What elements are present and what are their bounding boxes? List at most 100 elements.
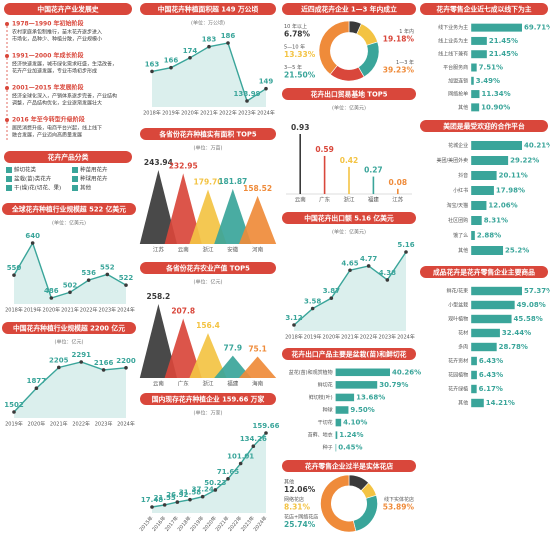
bar (471, 186, 494, 195)
x-tick-label: 2019年 (304, 334, 322, 341)
area (14, 243, 126, 304)
value-label: 6.17% (479, 385, 503, 393)
period: 2016 年至今转型升级阶段 (12, 116, 85, 124)
legend-label: 线下实体花店 (384, 496, 414, 503)
y-tick-label: 花材 (458, 330, 468, 337)
value-label: 8.31% (284, 503, 311, 512)
x-tick-label: 2018年 (285, 334, 303, 341)
timeline-dot (5, 22, 9, 26)
bar (471, 141, 522, 150)
x-tick-label: 2021年 (50, 421, 68, 428)
chart-title: 花卉零售企业近七成以线下为主 (436, 5, 531, 14)
x-tick-label: 安徽 (227, 246, 239, 254)
area (152, 43, 266, 107)
y-tick-label: 鲜花/花束 (447, 288, 469, 295)
value-label: 25.2% (505, 247, 529, 255)
category-label: 种苗用花卉 (80, 166, 108, 174)
title-banner (282, 460, 416, 472)
value-label: 502 (63, 281, 78, 289)
bar (471, 156, 509, 165)
value-label: 8.31% (484, 217, 508, 225)
title-banner (420, 3, 548, 15)
value-label: 2166 (94, 359, 114, 367)
bar (471, 201, 487, 210)
point (101, 368, 106, 372)
bar (335, 393, 355, 402)
chart-title: 中国花卉产业发展史 (37, 5, 98, 14)
point (79, 360, 83, 364)
title-banner (282, 212, 416, 224)
point (169, 65, 173, 70)
value-label: 550 (7, 264, 22, 272)
chart-title: 中国花卉出口额 5.16 亿美元 (304, 214, 394, 223)
point (238, 461, 243, 466)
value-label: 552 (100, 263, 115, 271)
title-banner (4, 3, 132, 15)
value-label: 5.16 (397, 241, 414, 249)
value-label: 17.48 (141, 496, 163, 504)
spike (189, 189, 227, 244)
y-tick-label: 社区团购 (448, 217, 468, 224)
slice (318, 20, 350, 75)
x-tick-label: 2021年 (341, 334, 359, 341)
value-label: 149 (259, 78, 274, 86)
category-label: 干(燥)花(切花、果) (14, 184, 61, 192)
x-tick-label: 2024年 (257, 110, 275, 117)
x-tick-label: 2021年 (61, 307, 79, 314)
category-box (6, 167, 12, 173)
title-banner (140, 128, 276, 140)
period-text: 花卉产业加速发展，专业市场初步形成 (12, 68, 97, 75)
x-tick-label: 2022年 (360, 334, 378, 341)
bar (471, 76, 474, 85)
y-tick-label: 鲜切枝(叶) (309, 394, 333, 401)
value-label: 13.68% (356, 393, 385, 401)
value-label: 166 (164, 57, 179, 65)
y-tick-label: 网络抢单 (448, 91, 468, 98)
value-label: 45.58% (514, 315, 543, 323)
value-label: 486 (44, 287, 59, 295)
chart-title: 各省份花卉种植实有面积 TOP5 (158, 130, 257, 139)
value-label: 2200 (116, 357, 136, 365)
y-tick-label: 苔藓、地衣 (308, 432, 333, 439)
value-label: 156.4 (196, 321, 220, 330)
area (152, 433, 266, 513)
timeline-dot (5, 54, 9, 58)
x-tick-label: 2024年 (117, 421, 135, 428)
x-tick-label: 广东 (178, 380, 190, 388)
period-text: 市场化，品种少、种植分散，产业规模小 (12, 36, 102, 43)
value-label: 40.21% (524, 142, 550, 150)
period: 1991—2000 年成长阶段 (12, 52, 84, 60)
y-tick-label: 花卉资材 (448, 358, 468, 365)
title-banner (282, 348, 416, 360)
bar (471, 356, 477, 366)
unit: (单位：亿元) (55, 339, 84, 346)
period-text: 经济快速发展，城市绿化需求旺盛，生活改善， (12, 61, 117, 68)
value-label: 1.24% (339, 431, 363, 439)
value-label: 49.08% (517, 301, 546, 309)
legend-label: 1—3 年 (396, 59, 414, 66)
bar (471, 384, 477, 394)
period-text: 居民消费升级，电商平台兴起，线上线下 (12, 125, 102, 132)
x-tick-label: 2023年 (378, 334, 396, 341)
point (124, 365, 128, 370)
value-label: 21.55 (154, 494, 176, 502)
value-label: 14.21% (486, 399, 515, 407)
x-tick-label: 浙江 (343, 196, 355, 204)
legend-label: 3—5 年 (284, 64, 302, 71)
value-label: 7.51% (479, 64, 503, 72)
category-box (72, 185, 78, 191)
y-tick-label: 抖音 (458, 172, 468, 179)
x-tick-label: 福建 (368, 196, 380, 204)
y-tick-label: 种子 (323, 444, 333, 451)
value-label: 207.8 (171, 306, 195, 315)
x-tick-label: 云南 (295, 196, 307, 204)
bar (471, 370, 477, 380)
point (226, 477, 230, 481)
x-tick-label: 浙江 (202, 380, 214, 388)
y-tick-label: 其他 (458, 400, 468, 407)
chart-title: 各省份花卉农业产值 TOP5 (165, 264, 250, 273)
slice (356, 23, 378, 46)
title-banner (420, 266, 548, 278)
point (34, 386, 39, 391)
point (264, 86, 268, 91)
